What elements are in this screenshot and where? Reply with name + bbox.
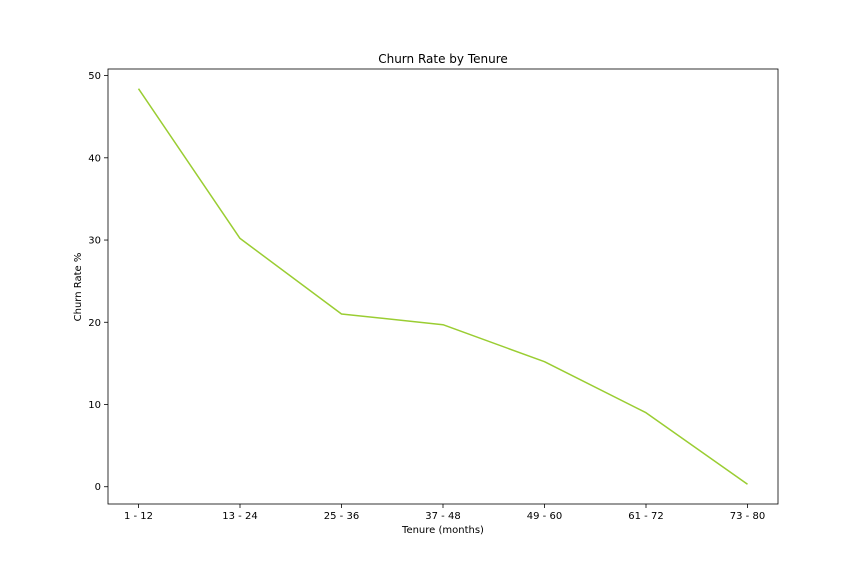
x-tick-label: 61 - 72 bbox=[628, 511, 663, 522]
chart-title: Churn Rate by Tenure bbox=[378, 52, 508, 66]
y-tick-label: 20 bbox=[88, 318, 101, 329]
x-tick-label: 25 - 36 bbox=[324, 511, 359, 522]
plot-frame bbox=[107, 68, 779, 505]
y-tick-label: 10 bbox=[88, 400, 101, 411]
y-tick-label: 40 bbox=[88, 153, 101, 164]
x-axis: 1 - 12 13 - 24 25 - 36 37 - 48 49 - 60 61 - 7… bbox=[124, 504, 765, 522]
x-tick-label: 49 - 60 bbox=[527, 511, 562, 522]
x-axis-label: Tenure (months) bbox=[401, 525, 484, 536]
y-tick-label: 50 bbox=[88, 71, 101, 82]
x-tick-label: 73 - 80 bbox=[730, 511, 765, 522]
y-axis: 0 10 20 30 40 50 bbox=[88, 71, 108, 493]
plot-area bbox=[137, 88, 748, 485]
y-tick-label: 0 bbox=[95, 482, 101, 493]
series-line bbox=[137, 88, 748, 485]
y-tick-label: 30 bbox=[88, 236, 101, 247]
x-tick-label: 1 - 12 bbox=[124, 511, 153, 522]
x-tick-label: 37 - 48 bbox=[425, 511, 460, 522]
x-tick-label: 13 - 24 bbox=[222, 511, 257, 522]
y-axis-label: Churn Rate % bbox=[73, 253, 84, 322]
